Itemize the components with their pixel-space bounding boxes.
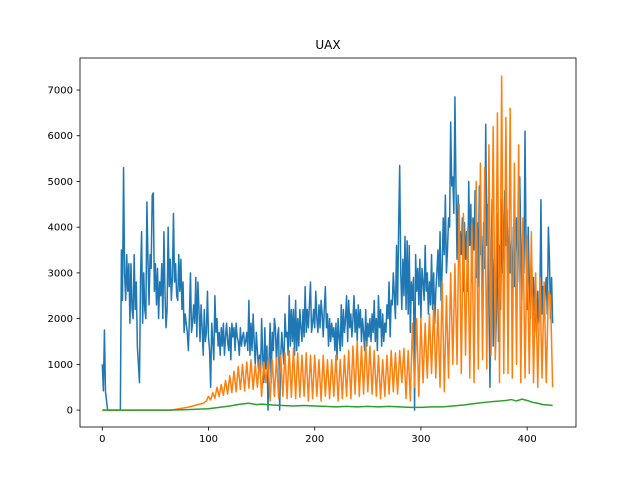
- y-tick-label: 7000: [48, 86, 73, 97]
- y-tick-label: 0: [67, 406, 73, 417]
- y-tick-label: 1000: [48, 360, 73, 371]
- y-tick-label: 5000: [48, 177, 73, 188]
- x-tick-label: 200: [305, 434, 324, 445]
- plot-frame: [79, 57, 577, 428]
- series-layer: [101, 75, 554, 411]
- series-line-3: [102, 398, 553, 411]
- axes-layer: 0 100 200 300 400010002000300040005000600070…: [48, 57, 577, 445]
- series-line-2: [102, 75, 554, 411]
- y-tick-label: 2000: [48, 314, 73, 325]
- x-tick-label: 400: [518, 434, 537, 445]
- y-tick-label: 6000: [48, 131, 73, 142]
- y-tick-label: 3000: [48, 268, 73, 279]
- x-tick-label: 0: [99, 434, 105, 445]
- chart-title: UAX: [315, 38, 340, 52]
- x-tick-label: 300: [411, 434, 430, 445]
- x-tick-label: 100: [199, 434, 218, 445]
- y-tick-label: 4000: [48, 223, 73, 234]
